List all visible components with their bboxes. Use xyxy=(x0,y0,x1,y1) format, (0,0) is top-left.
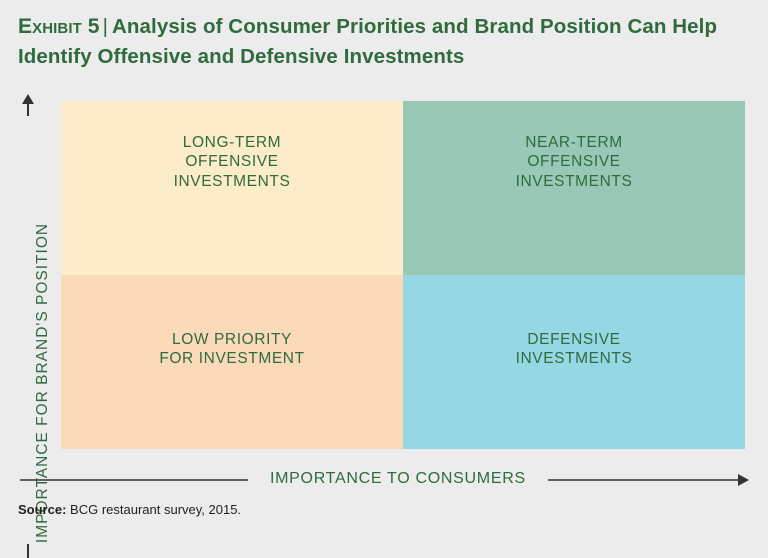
priority-matrix: LONG-TERM OFFENSIVE INVESTMENTS NEAR-TER… xyxy=(61,101,745,449)
source-note: Source: BCG restaurant survey, 2015. xyxy=(18,502,241,517)
quadrant-defensive: DEFENSIVE INVESTMENTS xyxy=(403,275,745,449)
quadrant-label-long-term: LONG-TERM OFFENSIVE INVESTMENTS xyxy=(173,133,291,190)
x-axis-line xyxy=(20,479,740,481)
x-axis: IMPORTANCE TO CONSUMERS xyxy=(20,470,750,490)
exhibit-title: Exhibit 5 | Analysis of Consumer Prioritie… xyxy=(18,12,758,72)
title-separator: | xyxy=(102,15,109,38)
title-text: Analysis of Consumer Priorities and Bran… xyxy=(18,15,718,68)
quadrant-near-term-offensive: NEAR-TERM OFFENSIVE INVESTMENTS xyxy=(403,101,745,275)
y-axis-label: IMPORTANCE FOR BRAND'S POSITION xyxy=(34,222,51,544)
quadrant-label-near-term: NEAR-TERM OFFENSIVE INVESTMENTS xyxy=(515,133,633,190)
quadrant-long-term-offensive: LONG-TERM OFFENSIVE INVESTMENTS xyxy=(61,101,403,275)
source-text: BCG restaurant survey, 2015. xyxy=(70,502,242,517)
quadrant-label-low-priority: LOW PRIORITY FOR INVESTMENT xyxy=(159,330,305,368)
source-label: Source: xyxy=(18,502,67,517)
quadrant-label-defensive: DEFENSIVE INVESTMENTS xyxy=(515,330,633,368)
y-axis-line-top xyxy=(27,104,29,116)
x-axis-arrow-icon xyxy=(738,474,749,486)
y-axis-line-bottom xyxy=(27,544,29,558)
x-axis-label: IMPORTANCE TO CONSUMERS xyxy=(270,470,526,487)
quadrant-low-priority: LOW PRIORITY FOR INVESTMENT xyxy=(61,275,403,449)
y-axis-arrow-icon xyxy=(22,94,34,104)
exhibit-number: Exhibit 5 xyxy=(18,15,100,38)
